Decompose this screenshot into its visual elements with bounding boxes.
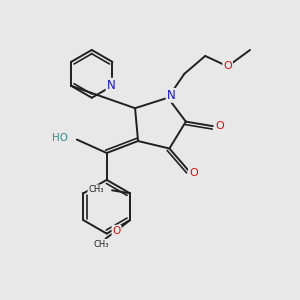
Text: O: O <box>223 61 232 71</box>
Text: O: O <box>215 121 224 131</box>
Text: O: O <box>189 168 198 178</box>
Text: CH₃: CH₃ <box>94 240 110 249</box>
Text: N: N <box>167 89 175 102</box>
Text: HO: HO <box>52 133 68 143</box>
Text: N: N <box>106 79 115 92</box>
Text: O: O <box>112 226 121 236</box>
Text: CH₃: CH₃ <box>88 185 104 194</box>
